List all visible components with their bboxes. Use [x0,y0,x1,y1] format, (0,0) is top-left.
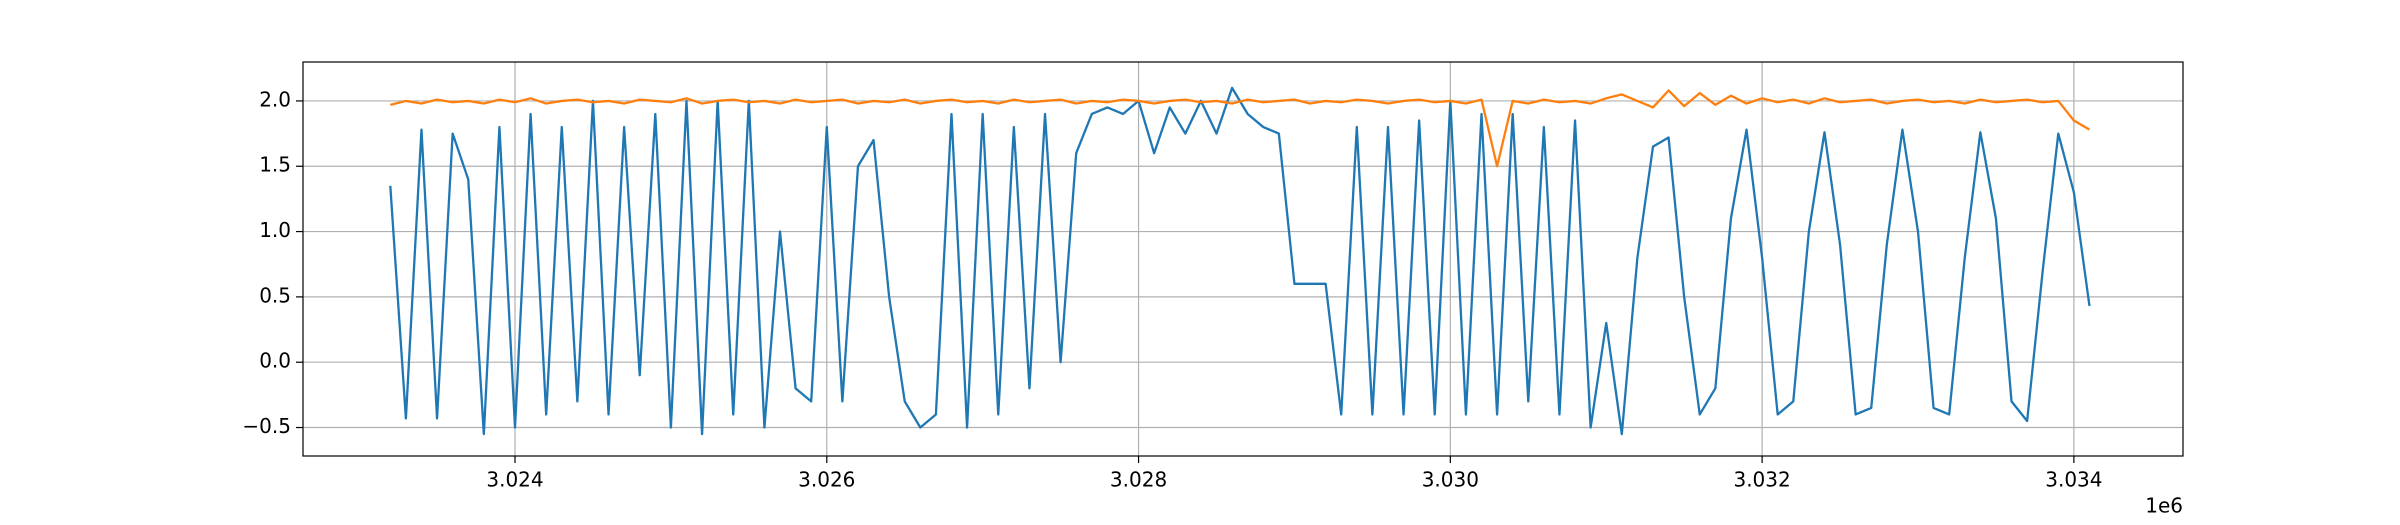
y-tick-label: 1.0 [259,218,291,242]
y-tick-label: 0.5 [259,283,291,307]
x-tick-label: 3.034 [2045,468,2102,492]
data-line [389,86,2091,436]
x-tick-label: 3.026 [798,468,855,492]
x-offset-label: 1e6 [2145,494,2183,518]
y-tick-label: 2.0 [259,87,291,111]
data-line [390,89,2091,168]
y-tick-label: 1.5 [259,153,291,177]
y-tick-label: 0.0 [259,349,291,373]
x-tick-label: 3.032 [1733,468,1790,492]
x-tick-label: 3.024 [486,468,543,492]
y-tick-label: −0.5 [242,414,291,438]
x-tick-label: 3.030 [1422,468,1479,492]
plot-frame [302,61,2184,457]
x-tick-label: 3.028 [1110,468,1167,492]
